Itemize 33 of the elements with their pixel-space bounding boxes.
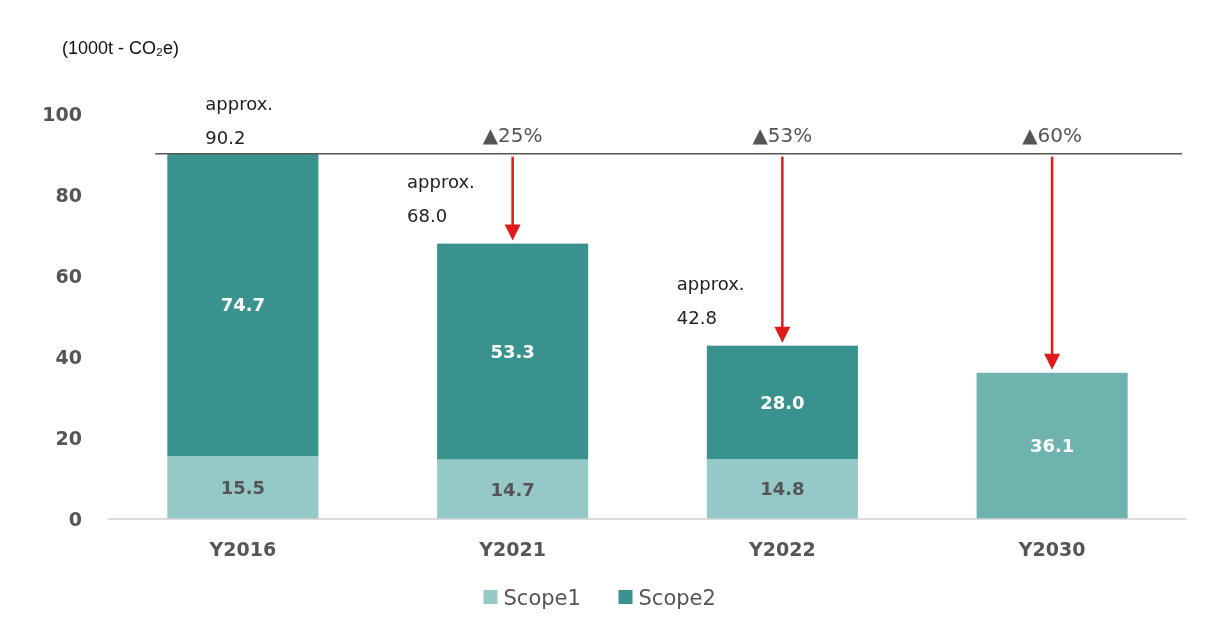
annotation: ▲25% — [482, 122, 543, 147]
x-tick-label: Y2022 — [748, 538, 816, 560]
annotation: approx. 42.8 — [676, 272, 745, 328]
bar — [437, 459, 589, 519]
data-label: 14.7 — [490, 478, 535, 500]
bar — [167, 153, 319, 457]
data-label: 36.1 — [1029, 435, 1075, 457]
x-tick-label: Y2021 — [478, 538, 546, 560]
annotation: approx. 90.2 — [205, 92, 274, 148]
data-label: 28.0 — [760, 391, 805, 413]
bar — [437, 243, 589, 460]
y-axis-title: (1000t - CO₂e) — [62, 38, 180, 58]
annotation: ▲60% — [1022, 122, 1083, 147]
y-tick-label: 20 — [55, 426, 82, 449]
x-tick-label: Y2030 — [1017, 538, 1086, 560]
legend-label: Scope2 — [638, 586, 716, 611]
bar — [976, 372, 1128, 519]
data-label: 53.3 — [490, 340, 535, 362]
legend-label: Scope1 — [503, 586, 581, 611]
y-tick-label: 80 — [55, 183, 82, 206]
y-tick-label: 0 — [68, 507, 82, 530]
bar — [706, 345, 858, 460]
y-tick-label: 40 — [55, 345, 82, 368]
data-label: 15.5 — [220, 476, 266, 498]
y-tick-label: 60 — [55, 264, 82, 287]
annotation: approx. 68.0 — [407, 170, 475, 226]
data-label: 14.8 — [760, 478, 805, 500]
x-tick-label: Y2016 — [208, 538, 277, 560]
annotation: ▲53% — [752, 122, 813, 147]
bar — [167, 456, 319, 519]
bar — [706, 459, 858, 519]
y-tick-label: 100 — [42, 102, 82, 125]
data-label: 74.7 — [220, 294, 266, 316]
